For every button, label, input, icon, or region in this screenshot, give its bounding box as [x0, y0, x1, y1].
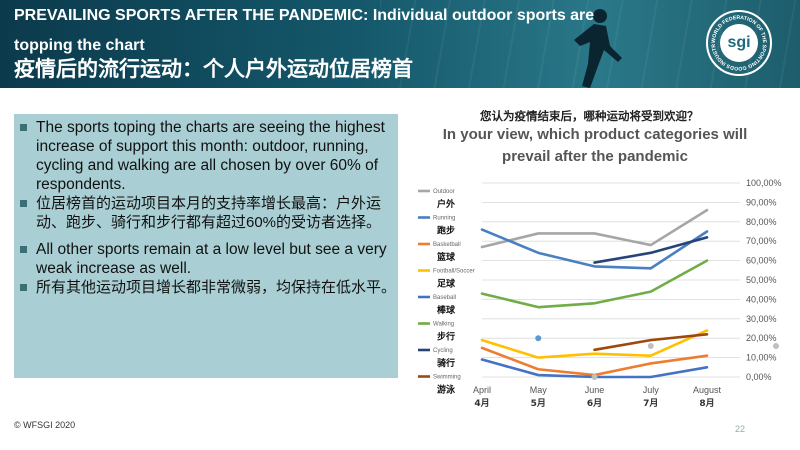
- header-banner: PREVAILING SPORTS AFTER THE PANDEMIC: In…: [0, 0, 800, 88]
- series-line-walking: [480, 259, 709, 309]
- y-tick-label: 30,00%: [746, 314, 777, 324]
- bullet-item: 所有其他运动项目增长都非常微弱，均保持在低水平。: [14, 278, 398, 297]
- y-tick-label: 0,00%: [746, 372, 772, 382]
- x-tick-label: August: [693, 385, 722, 395]
- bullet-item: All other sports remain at a low level b…: [14, 240, 398, 278]
- bullet-square-icon: [20, 124, 27, 131]
- x-tick-label-zh: 5月: [531, 398, 546, 409]
- bullet-square-icon: [20, 200, 27, 207]
- legend-label: Outdoor: [433, 189, 455, 195]
- legend-label-zh: 跑步: [437, 225, 455, 237]
- x-tick-label-zh: 8月: [699, 398, 714, 409]
- y-tick-label: 20,00%: [746, 333, 777, 343]
- bullet-text: 所有其他运动项目增长都非常微弱，均保持在低水平。: [36, 279, 397, 296]
- logo-mark: sgi: [720, 24, 758, 62]
- legend-label: Football/Soccer: [433, 269, 475, 275]
- legend-label-zh: 棒球: [437, 304, 456, 316]
- x-tick-label: April: [473, 385, 491, 395]
- wfsgi-logo: WORLD FEDERATION OF THE SPORTING GOODS I…: [706, 10, 772, 76]
- legend-label-zh: 游泳: [437, 384, 456, 396]
- y-tick-label: 70,00%: [746, 236, 777, 246]
- data-point: [647, 342, 654, 349]
- chart-title: In your view, which product categories w…: [442, 126, 748, 165]
- legend-label-zh: 骑行: [437, 357, 455, 369]
- bullet-item: The sports toping the charts are seeing …: [14, 118, 398, 194]
- legend-label-zh: 步行: [437, 331, 455, 343]
- y-tick-label: 10,00%: [746, 353, 777, 363]
- legend-label: Running: [433, 216, 455, 222]
- y-tick-label: 100,00%: [746, 178, 782, 188]
- legend-label-zh: 足球: [437, 278, 456, 290]
- y-tick-label: 90,00%: [746, 197, 777, 207]
- data-point: [535, 335, 542, 342]
- legend-label-zh: 篮球: [436, 251, 456, 263]
- copyright: © WFSGI 2020: [14, 420, 76, 430]
- legend-label: Walking: [433, 322, 454, 328]
- bullet-text: All other sports remain at a low level b…: [36, 241, 387, 277]
- page-title-zh: 疫情后的流行运动：个人户外运动位居榜首: [14, 58, 413, 81]
- chart-title-zh: 您认为疫情结束后，哪种运动将受到欢迎？: [480, 111, 699, 123]
- x-tick-label-zh: 4月: [474, 398, 489, 409]
- legend-label: Swimming: [433, 375, 461, 381]
- runner-silhouette-icon: [560, 6, 630, 88]
- legend-label: Baseball: [433, 295, 456, 301]
- bullet-text: The sports toping the charts are seeing …: [36, 119, 385, 193]
- summary-bullets: The sports toping the charts are seeing …: [14, 114, 398, 297]
- x-tick-label-zh: 6月: [587, 398, 602, 409]
- series-line-running: [480, 228, 709, 270]
- legend-label: Cycling: [433, 348, 453, 354]
- bullet-item: 位居榜首的运动项目本月的支持率增长最高：户外运动、跑步、骑行和步行都有超过60%…: [14, 194, 398, 232]
- series-line-swimming: [593, 333, 709, 352]
- legend-label: Basketball: [433, 242, 461, 248]
- page-number: 22: [735, 424, 746, 434]
- bullet-square-icon: [20, 246, 27, 253]
- y-tick-label: 80,00%: [746, 217, 777, 227]
- x-tick-label: June: [585, 385, 605, 395]
- y-tick-label: 50,00%: [746, 275, 777, 285]
- bullet-square-icon: [20, 284, 27, 291]
- x-tick-label: July: [643, 385, 660, 395]
- legend-label-zh: 户外: [437, 198, 455, 210]
- bullet-text: 位居榜首的运动项目本月的支持率增长最高：户外运动、跑步、骑行和步行都有超过60%…: [36, 195, 382, 231]
- series-line-football-soccer: [480, 329, 709, 359]
- page-title-en: PREVAILING SPORTS AFTER THE PANDEMIC: In…: [14, 7, 595, 54]
- x-tick-label-zh: 7月: [643, 398, 658, 409]
- series-line-cycling: [593, 236, 709, 264]
- data-point: [591, 374, 598, 380]
- data-point: [773, 342, 779, 349]
- series-line-outdoor: [480, 208, 709, 249]
- y-tick-label: 60,00%: [746, 256, 777, 266]
- summary-box: The sports toping the charts are seeing …: [14, 114, 398, 378]
- y-tick-label: 40,00%: [746, 294, 777, 304]
- x-tick-label: May: [530, 385, 548, 395]
